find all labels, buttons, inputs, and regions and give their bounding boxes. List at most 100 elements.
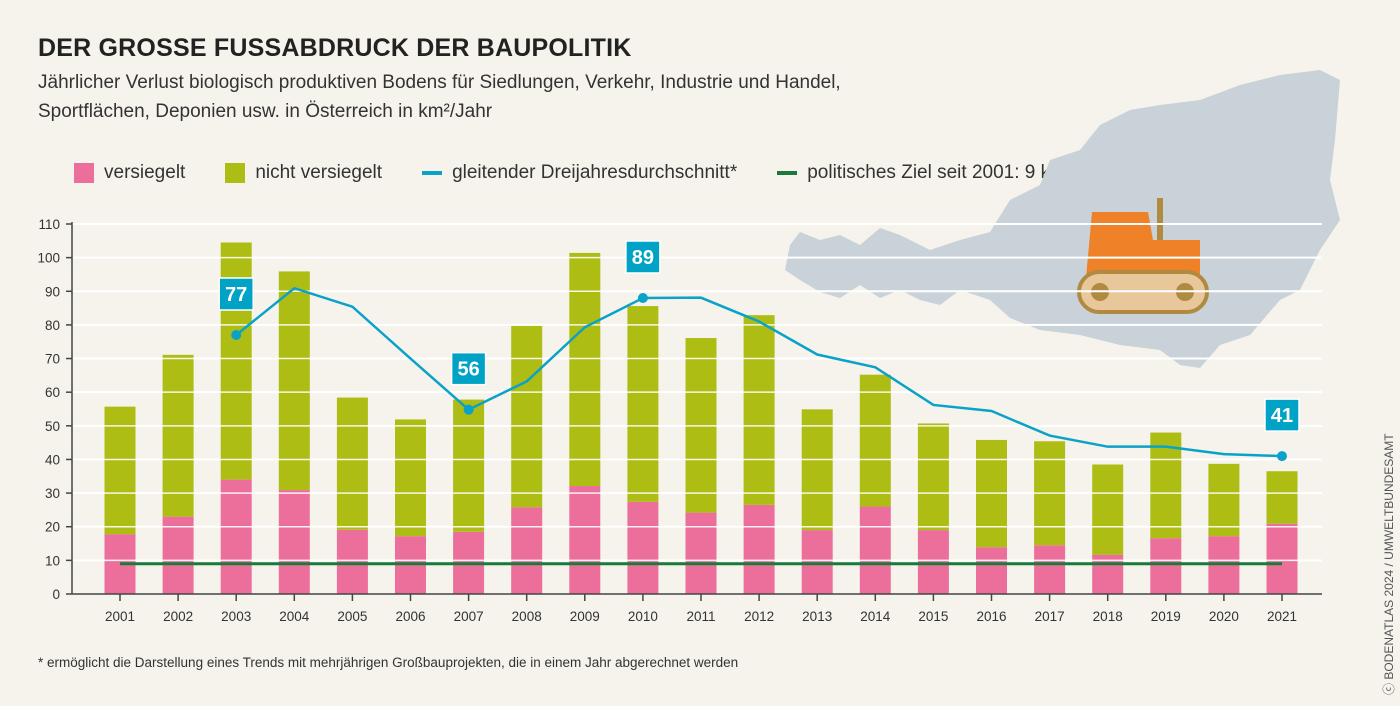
y-tick-label: 10 <box>45 553 60 568</box>
legend-line <box>777 171 798 175</box>
x-tick-label: 2015 <box>918 609 948 624</box>
bar-nicht-versiegelt-2021 <box>1266 471 1298 524</box>
x-tick-label: 2019 <box>1151 609 1181 624</box>
bar-nicht-versiegelt-2015 <box>917 423 949 531</box>
bar-versiegelt-2011 <box>685 512 717 594</box>
y-tick-label: 60 <box>45 385 60 400</box>
x-tick-label: 2002 <box>163 609 193 624</box>
legend-item-nicht-versiegelt: nicht versiegelt <box>225 162 382 184</box>
y-tick-label: 20 <box>45 520 60 535</box>
x-tick-label: 2006 <box>395 609 425 624</box>
x-tick-label: 2011 <box>686 609 715 624</box>
callout-point-2007 <box>463 404 474 415</box>
bar-nicht-versiegelt-2014 <box>859 374 891 507</box>
callout-point-2003 <box>231 330 242 340</box>
callout-label-2007: 56 <box>457 359 479 381</box>
legend-swatch <box>74 163 94 183</box>
x-tick-label: 2021 <box>1267 609 1297 624</box>
x-tick-label: 2009 <box>570 609 600 624</box>
y-tick-label: 100 <box>37 251 60 266</box>
x-tick-label: 2008 <box>512 609 542 624</box>
bar-nicht-versiegelt-2008 <box>511 325 543 508</box>
y-tick-label: 80 <box>45 318 60 333</box>
y-tick-label: 70 <box>45 352 60 367</box>
y-tick-label: 40 <box>45 452 60 467</box>
x-tick-label: 2016 <box>976 609 1006 624</box>
bar-versiegelt-2021 <box>1266 523 1298 594</box>
bar-nicht-versiegelt-2018 <box>1092 464 1124 555</box>
legend-label: versiegelt <box>104 162 186 183</box>
x-tick-label: 2018 <box>1093 609 1123 624</box>
callout-label-2010: 89 <box>632 247 654 269</box>
legend-item-target: politisches Ziel seit 2001: 9 km²/Jahr <box>777 162 1115 184</box>
callout-box-2010 <box>625 240 661 274</box>
bar-nicht-versiegelt-2020 <box>1208 463 1240 537</box>
x-tick-label: 2012 <box>744 609 774 624</box>
callout-box-2003 <box>218 277 254 311</box>
callout-point-2010 <box>637 293 648 303</box>
moving-average-line <box>235 286 1283 458</box>
bar-versiegelt-2017 <box>1034 545 1066 594</box>
austria-map <box>785 70 1340 368</box>
bar-versiegelt-2014 <box>859 506 891 594</box>
bar-versiegelt-2002 <box>162 516 194 594</box>
bar-versiegelt-2016 <box>976 547 1007 594</box>
y-tick-label: 0 <box>52 587 60 602</box>
bar-nicht-versiegelt-2019 <box>1150 432 1182 539</box>
bar-nicht-versiegelt-2010 <box>627 306 659 502</box>
legend-label: nicht versiegelt <box>255 162 383 183</box>
callout-label-2003: 77 <box>225 284 247 306</box>
chart-subtitle: Jährlicher Verlust biologisch produktive… <box>38 72 841 122</box>
bar-versiegelt-2004 <box>278 490 310 594</box>
bar-nicht-versiegelt-2005 <box>336 397 368 530</box>
bar-versiegelt-2005 <box>336 529 368 594</box>
x-tick-label: 2013 <box>802 609 832 624</box>
callout-label-2021: 41 <box>1271 405 1293 427</box>
chart-title: DER GROSSE FUSSABDRUCK DER BAUPOLITIK <box>38 34 632 62</box>
bar-nicht-versiegelt-2007 <box>453 399 485 532</box>
austria-map-shape <box>785 70 1340 368</box>
bar-versiegelt-2009 <box>569 486 601 594</box>
x-tick-label: 2020 <box>1209 609 1239 624</box>
x-tick-label: 2004 <box>279 609 310 624</box>
legend: versiegelt nicht versiegelt gleitender D… <box>74 162 1155 184</box>
y-tick-label: 30 <box>45 486 60 501</box>
x-tick-label: 2005 <box>337 609 367 624</box>
bar-nicht-versiegelt-2006 <box>395 419 426 537</box>
credit: ⓒ BODENATLAS 2024 / UMWELTBUNDESAMT <box>1382 433 1396 695</box>
legend-label: gleitender Dreijahresdurchschnitt* <box>452 162 738 183</box>
bar-versiegelt-2003 <box>220 479 252 594</box>
bar-nicht-versiegelt-2012 <box>743 315 775 505</box>
bar-versiegelt-2019 <box>1150 538 1182 594</box>
x-tick-label: 2001 <box>105 609 135 624</box>
legend-item-average: gleitender Dreijahresdurchschnitt* <box>422 162 737 184</box>
legend-swatch <box>225 163 246 183</box>
y-tick-label: 50 <box>45 419 60 434</box>
bar-nicht-versiegelt-2002 <box>162 354 194 517</box>
bar-nicht-versiegelt-2009 <box>569 252 601 487</box>
footnote: * ermöglicht die Darstellung eines Trend… <box>38 655 739 670</box>
x-tick-label: 2014 <box>860 609 891 624</box>
bar-versiegelt-2012 <box>743 504 775 594</box>
bar-versiegelt-2015 <box>917 530 949 594</box>
x-tick-label: 2007 <box>454 609 484 624</box>
legend-line <box>422 171 443 175</box>
bar-versiegelt-2008 <box>511 507 543 594</box>
x-tick-label: 2003 <box>221 609 251 624</box>
callout-box-2021 <box>1264 398 1300 432</box>
x-tick-label: 2010 <box>628 609 658 624</box>
callout-point-2021 <box>1277 451 1287 462</box>
bar-nicht-versiegelt-2001 <box>104 406 136 535</box>
legend-item-versiegelt: versiegelt <box>74 162 185 184</box>
y-tick-label: 110 <box>38 217 60 232</box>
y-tick-label: 90 <box>45 284 60 299</box>
bar-versiegelt-2013 <box>801 530 833 594</box>
callout-box-2007 <box>450 351 487 386</box>
bar-versiegelt-2010 <box>627 501 659 594</box>
bar-versiegelt-2018 <box>1092 554 1124 594</box>
legend-label: politisches Ziel seit 2001: 9 km²/Jahr <box>807 162 1115 183</box>
bar-nicht-versiegelt-2013 <box>801 409 833 531</box>
x-tick-label: 2017 <box>1035 609 1065 624</box>
bar-nicht-versiegelt-2004 <box>278 271 310 491</box>
